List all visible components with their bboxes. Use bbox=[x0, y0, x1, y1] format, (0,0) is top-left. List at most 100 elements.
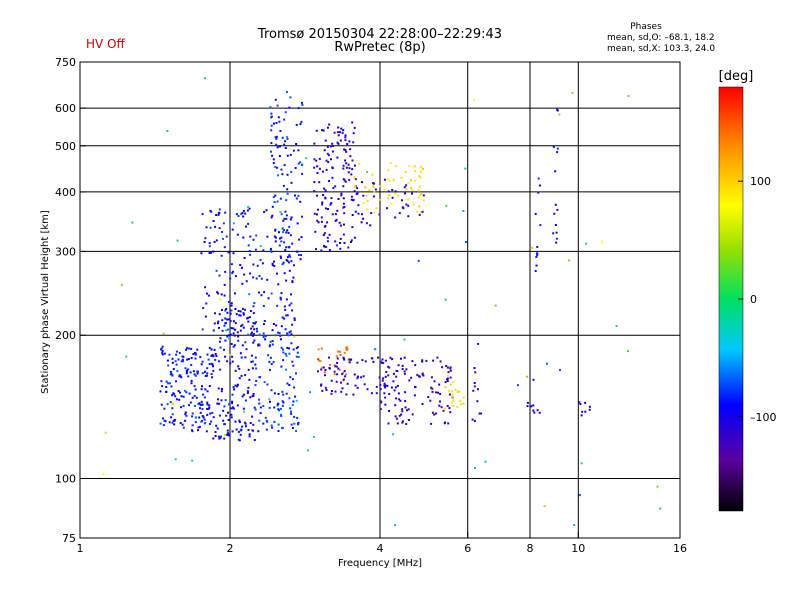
echo-point bbox=[368, 189, 371, 192]
echo-point bbox=[534, 270, 537, 272]
echo-point bbox=[396, 370, 399, 373]
echo-point bbox=[248, 250, 251, 253]
echo-point bbox=[199, 411, 202, 414]
echo-point bbox=[291, 378, 294, 381]
echo-point bbox=[231, 228, 234, 231]
echo-point bbox=[233, 388, 236, 391]
echo-point bbox=[447, 422, 450, 425]
echo-point bbox=[241, 425, 244, 428]
echo-point bbox=[244, 308, 247, 311]
echo-point bbox=[201, 415, 204, 417]
echo-point bbox=[232, 320, 235, 323]
echo-point bbox=[219, 436, 222, 439]
echo-point bbox=[182, 395, 185, 398]
echo-point bbox=[280, 415, 283, 417]
echo-point bbox=[296, 416, 299, 419]
echo-point bbox=[405, 368, 408, 371]
echo-point bbox=[172, 368, 175, 370]
echo-point bbox=[421, 403, 424, 405]
echo-point bbox=[395, 397, 398, 400]
echo-point bbox=[253, 439, 256, 441]
echo-point bbox=[244, 341, 247, 344]
echo-point bbox=[223, 405, 226, 408]
echo-point bbox=[364, 186, 367, 189]
echo-point bbox=[335, 355, 338, 358]
echo-point bbox=[216, 402, 219, 405]
echo-point bbox=[220, 293, 223, 296]
echo-point bbox=[379, 198, 382, 201]
echo-point bbox=[206, 401, 209, 404]
echo-point bbox=[410, 179, 413, 182]
echo-point bbox=[232, 407, 235, 410]
echo-point bbox=[337, 142, 340, 145]
echo-point bbox=[317, 221, 320, 224]
echo-point bbox=[484, 460, 487, 463]
echo-point bbox=[169, 382, 171, 385]
echo-point bbox=[286, 138, 289, 140]
echo-point bbox=[213, 348, 216, 351]
echo-point bbox=[223, 294, 226, 297]
echo-point bbox=[297, 162, 300, 165]
echo-point bbox=[212, 369, 215, 372]
echo-point bbox=[200, 252, 203, 255]
echo-point bbox=[316, 172, 319, 174]
echo-point bbox=[285, 231, 288, 234]
echo-point bbox=[175, 363, 178, 366]
echo-point bbox=[160, 347, 163, 350]
echo-point bbox=[171, 421, 174, 424]
echo-point bbox=[224, 309, 227, 312]
echo-point bbox=[251, 334, 254, 337]
echo-point bbox=[255, 321, 257, 324]
echo-point bbox=[446, 405, 449, 407]
echo-point bbox=[267, 354, 270, 357]
echo-point bbox=[190, 382, 193, 385]
echo-point bbox=[277, 408, 280, 411]
echo-point bbox=[343, 242, 346, 244]
echo-point bbox=[336, 357, 339, 360]
echo-point bbox=[285, 199, 288, 202]
echo-point bbox=[216, 322, 219, 325]
echo-point bbox=[222, 409, 225, 412]
echo-point bbox=[252, 312, 255, 315]
echo-point bbox=[180, 406, 183, 409]
echo-point bbox=[422, 199, 425, 202]
echo-point bbox=[316, 194, 319, 197]
echo-point bbox=[202, 393, 205, 396]
chart-title-line1: Tromsø 20150304 22:28:00–22:29:43 bbox=[257, 27, 503, 42]
echo-point bbox=[440, 406, 443, 409]
echo-point bbox=[221, 388, 223, 390]
echo-point bbox=[324, 139, 327, 142]
echo-point bbox=[286, 314, 289, 317]
echo-point bbox=[288, 225, 291, 228]
echo-point bbox=[239, 314, 242, 317]
echo-point bbox=[282, 348, 285, 351]
echo-point bbox=[243, 273, 246, 276]
echo-point bbox=[270, 424, 273, 427]
echo-point bbox=[336, 362, 339, 364]
echo-point bbox=[627, 95, 630, 97]
echo-point bbox=[449, 376, 452, 379]
echo-point bbox=[286, 256, 289, 259]
echo-point bbox=[206, 413, 209, 416]
echo-point bbox=[229, 362, 232, 365]
echo-point bbox=[290, 170, 293, 173]
echo-point bbox=[278, 332, 281, 335]
echo-point bbox=[379, 360, 382, 363]
echo-point bbox=[421, 360, 424, 363]
echo-point bbox=[313, 181, 316, 184]
echo-point bbox=[534, 212, 537, 215]
echo-point bbox=[365, 194, 368, 197]
echo-point bbox=[315, 129, 318, 132]
echo-point bbox=[535, 264, 538, 267]
echo-point bbox=[241, 266, 243, 269]
echo-point bbox=[218, 227, 221, 230]
echo-point bbox=[422, 168, 424, 170]
echo-point bbox=[190, 357, 193, 359]
echo-point bbox=[418, 185, 421, 188]
echo-point bbox=[177, 358, 180, 361]
echo-point bbox=[278, 145, 281, 148]
echo-point bbox=[291, 403, 294, 406]
echo-point bbox=[213, 241, 216, 243]
echo-point bbox=[161, 350, 164, 352]
echo-point bbox=[275, 137, 278, 140]
